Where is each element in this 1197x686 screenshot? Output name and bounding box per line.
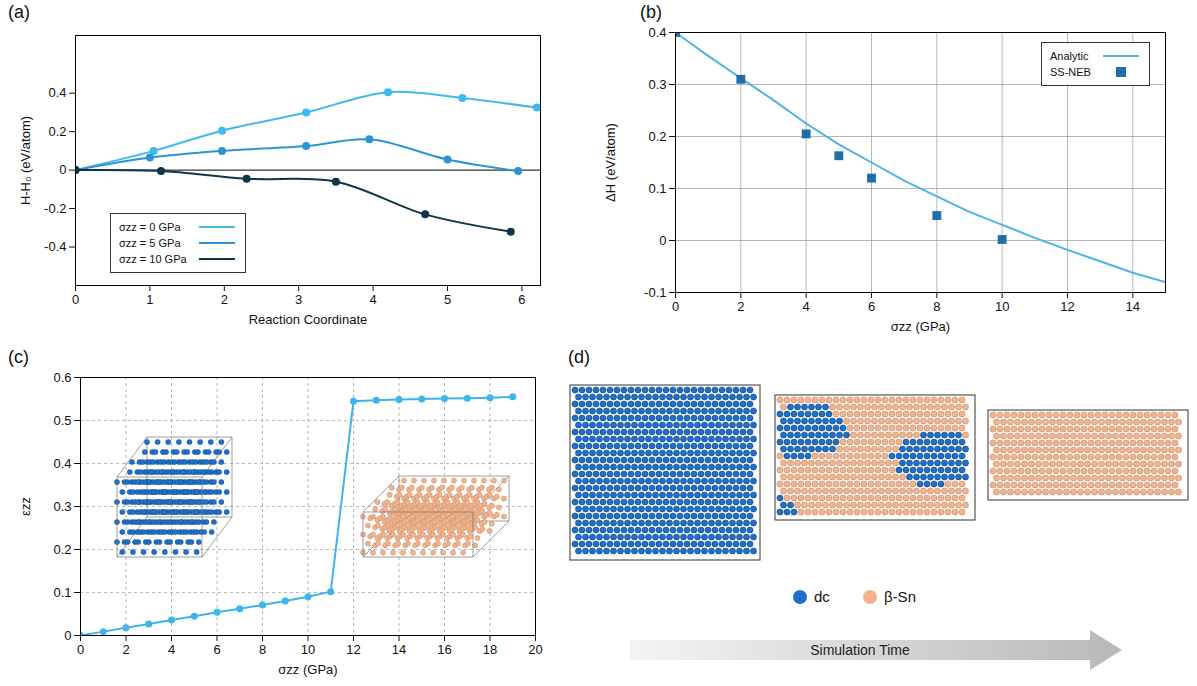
html-text:σzz = 10 GPa: σzz = 10 GPa [119, 253, 187, 265]
svg-text:β-Sn: β-Sn [884, 588, 916, 605]
svg-text:0.4: 0.4 [48, 85, 66, 100]
svg-text:-0.4: -0.4 [44, 239, 66, 254]
svg-text:10: 10 [301, 642, 315, 657]
svg-text:10: 10 [995, 299, 1009, 314]
svg-text:2: 2 [122, 642, 129, 657]
svg-text:-0.1: -0.1 [644, 285, 666, 300]
svg-text:0.5: 0.5 [53, 413, 71, 428]
svg-text:0.3: 0.3 [53, 499, 71, 514]
svg-text:ΔH (eV/atom): ΔH (eV/atom) [603, 123, 618, 202]
svg-text:0.1: 0.1 [648, 181, 666, 196]
svg-text:-0.2: -0.2 [44, 201, 66, 216]
svg-text:0.4: 0.4 [648, 25, 666, 40]
svg-text:8: 8 [933, 299, 940, 314]
html-text:σzz = 0 GPa: σzz = 0 GPa [119, 221, 181, 233]
svg-text:4: 4 [803, 299, 810, 314]
html-text:σzz = 5 GPa: σzz = 5 GPa [119, 237, 181, 249]
html-text:(d): (d) [568, 347, 590, 367]
svg-text:εzz: εzz [18, 497, 33, 516]
svg-text:0.2: 0.2 [648, 129, 666, 144]
svg-text:8: 8 [259, 642, 266, 657]
svg-text:0: 0 [659, 233, 666, 248]
svg-text:0: 0 [672, 299, 679, 314]
svg-text:18: 18 [483, 642, 497, 657]
svg-text:Reaction Coordinate: Reaction Coordinate [249, 312, 368, 327]
svg-text:0.6: 0.6 [53, 370, 71, 385]
svg-text:12: 12 [1060, 299, 1074, 314]
html-text:(a): (a) [8, 2, 30, 22]
svg-text:1: 1 [146, 292, 153, 307]
svg-text:14: 14 [392, 642, 406, 657]
svg-text:12: 12 [346, 642, 360, 657]
svg-text:0.4: 0.4 [53, 456, 71, 471]
svg-text:0.2: 0.2 [53, 542, 71, 557]
html-text:SS-NEB: SS-NEB [1050, 66, 1091, 78]
html-text:(b): (b) [640, 2, 662, 22]
svg-text:dc: dc [814, 588, 830, 605]
svg-text:0: 0 [77, 642, 84, 657]
svg-text:3: 3 [295, 292, 302, 307]
svg-text:2: 2 [737, 299, 744, 314]
svg-text:4: 4 [168, 642, 175, 657]
svg-text:6: 6 [868, 299, 875, 314]
html-text:(c): (c) [8, 347, 29, 367]
svg-text:Simulation Time: Simulation Time [810, 642, 910, 658]
svg-text:6: 6 [518, 292, 525, 307]
svg-text:5: 5 [444, 292, 451, 307]
svg-text:σzz (GPa): σzz (GPa) [891, 319, 950, 334]
svg-text:6: 6 [213, 642, 220, 657]
svg-text:0: 0 [64, 628, 71, 643]
svg-text:0: 0 [59, 162, 66, 177]
svg-text:0: 0 [72, 292, 79, 307]
svg-text:H-H₀ (eV/atom): H-H₀ (eV/atom) [18, 116, 33, 205]
svg-text:14: 14 [1126, 299, 1140, 314]
svg-text:2: 2 [221, 292, 228, 307]
svg-text:16: 16 [437, 642, 451, 657]
svg-text:0.3: 0.3 [648, 77, 666, 92]
svg-text:20: 20 [528, 642, 542, 657]
svg-text:0.1: 0.1 [53, 585, 71, 600]
svg-text:σzz (GPa): σzz (GPa) [278, 662, 337, 677]
svg-text:0.2: 0.2 [48, 124, 66, 139]
html-text:Analytic: Analytic [1050, 50, 1089, 62]
svg-text:4: 4 [369, 292, 376, 307]
